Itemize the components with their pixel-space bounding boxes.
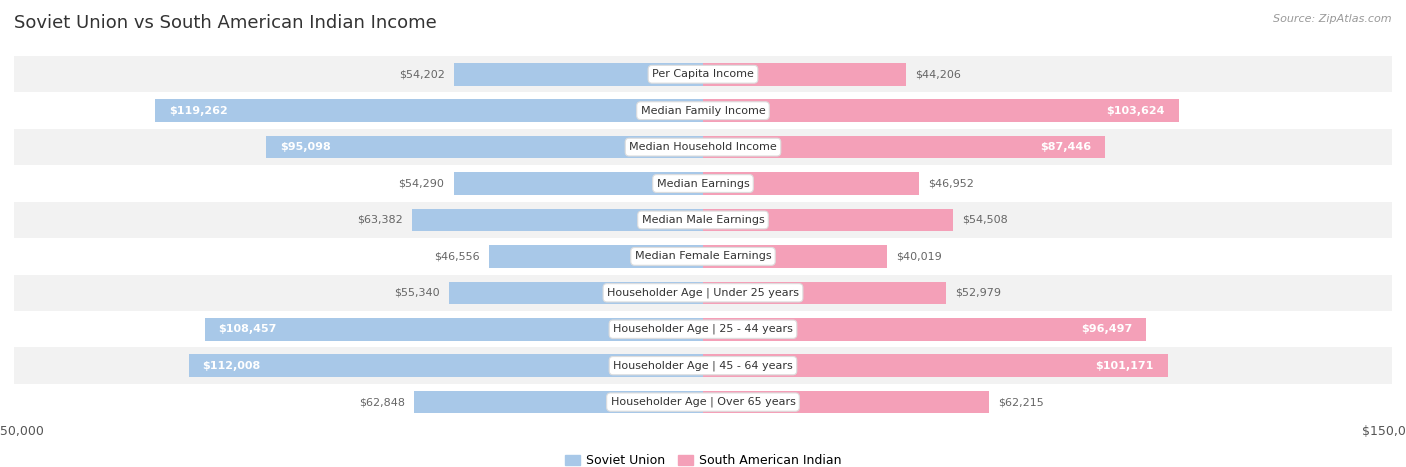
Bar [415, 391, 703, 413]
Bar [703, 318, 1146, 340]
Bar [703, 209, 953, 231]
Bar [703, 63, 905, 85]
Bar [703, 391, 988, 413]
Bar [14, 311, 1392, 347]
Text: Householder Age | Under 25 years: Householder Age | Under 25 years [607, 288, 799, 298]
Text: $108,457: $108,457 [219, 324, 277, 334]
Text: Median Household Income: Median Household Income [628, 142, 778, 152]
Text: $87,446: $87,446 [1039, 142, 1091, 152]
Text: Householder Age | Over 65 years: Householder Age | Over 65 years [610, 397, 796, 407]
Text: Householder Age | 25 - 44 years: Householder Age | 25 - 44 years [613, 324, 793, 334]
Bar [14, 129, 1392, 165]
Bar [155, 99, 703, 122]
Bar [703, 136, 1105, 158]
Text: $95,098: $95,098 [280, 142, 330, 152]
Bar [703, 282, 946, 304]
Bar [14, 275, 1392, 311]
Bar [188, 354, 703, 377]
Text: $119,262: $119,262 [169, 106, 228, 116]
Text: $40,019: $40,019 [896, 251, 942, 262]
Bar [14, 56, 1392, 92]
Bar [703, 172, 918, 195]
Bar [703, 99, 1180, 122]
Text: Per Capita Income: Per Capita Income [652, 69, 754, 79]
Bar [266, 136, 703, 158]
Text: Source: ZipAtlas.com: Source: ZipAtlas.com [1274, 14, 1392, 24]
Text: $44,206: $44,206 [915, 69, 962, 79]
Text: Householder Age | 45 - 64 years: Householder Age | 45 - 64 years [613, 361, 793, 371]
Text: Median Male Earnings: Median Male Earnings [641, 215, 765, 225]
Text: Soviet Union vs South American Indian Income: Soviet Union vs South American Indian In… [14, 14, 437, 32]
Text: $54,290: $54,290 [398, 178, 444, 189]
Text: $63,382: $63,382 [357, 215, 402, 225]
Text: $62,848: $62,848 [359, 397, 405, 407]
Bar [412, 209, 703, 231]
Text: $46,556: $46,556 [434, 251, 479, 262]
Bar [14, 384, 1392, 420]
Bar [454, 63, 703, 85]
Text: $55,340: $55,340 [394, 288, 440, 298]
Text: $46,952: $46,952 [928, 178, 974, 189]
Text: $52,979: $52,979 [956, 288, 1001, 298]
Text: $101,171: $101,171 [1095, 361, 1154, 371]
Text: $62,215: $62,215 [998, 397, 1043, 407]
Text: Median Earnings: Median Earnings [657, 178, 749, 189]
Text: $96,497: $96,497 [1081, 324, 1132, 334]
Text: $54,508: $54,508 [963, 215, 1008, 225]
Text: Median Female Earnings: Median Female Earnings [634, 251, 772, 262]
Bar [703, 245, 887, 268]
Text: $54,202: $54,202 [399, 69, 444, 79]
Bar [14, 165, 1392, 202]
Text: $112,008: $112,008 [202, 361, 260, 371]
Bar [14, 238, 1392, 275]
Legend: Soviet Union, South American Indian: Soviet Union, South American Indian [560, 449, 846, 467]
Bar [205, 318, 703, 340]
Bar [454, 172, 703, 195]
Bar [703, 354, 1167, 377]
Bar [14, 92, 1392, 129]
Bar [14, 202, 1392, 238]
Text: Median Family Income: Median Family Income [641, 106, 765, 116]
Bar [489, 245, 703, 268]
Bar [14, 347, 1392, 384]
Text: $103,624: $103,624 [1107, 106, 1166, 116]
Bar [449, 282, 703, 304]
